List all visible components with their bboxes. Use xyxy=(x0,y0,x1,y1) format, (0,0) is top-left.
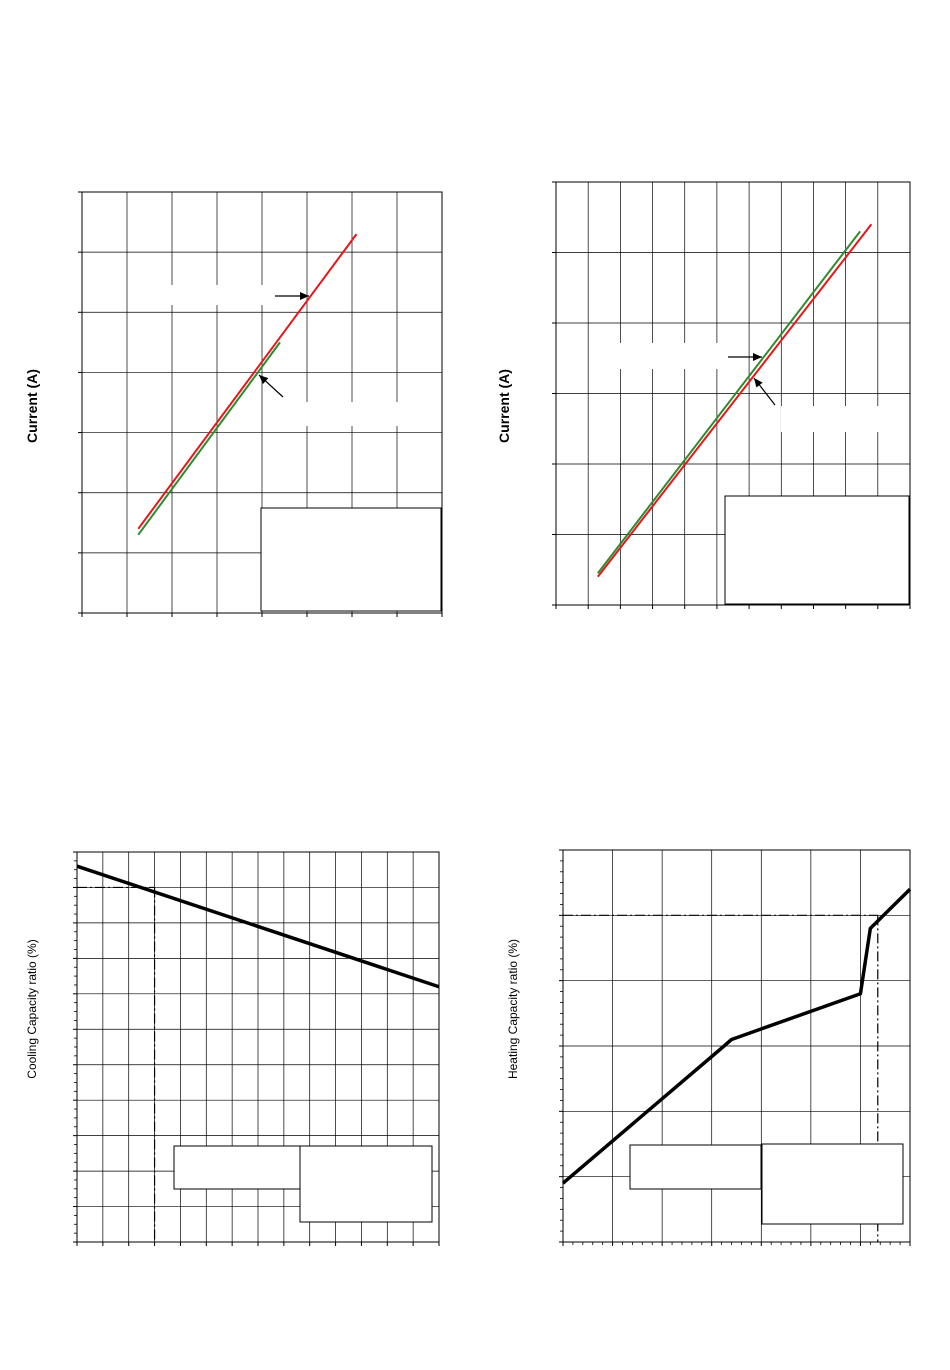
annotation-arrow-head xyxy=(754,378,763,388)
plot-area-frame xyxy=(562,849,911,1243)
cooling-capacity-chart xyxy=(73,851,440,1246)
annotation-arrow-head xyxy=(259,375,269,385)
plot-area-frame xyxy=(81,191,443,614)
annotation-arrow-head xyxy=(300,292,309,300)
legend-box xyxy=(260,507,442,612)
annotation-arrow-head xyxy=(753,353,762,361)
label-gap xyxy=(618,343,718,369)
legend-box xyxy=(761,1143,904,1225)
series-line-1 xyxy=(137,233,358,530)
series-line-1 xyxy=(76,864,440,989)
plot-area-frame xyxy=(76,851,440,1243)
label-gap xyxy=(283,402,403,426)
label-gap xyxy=(170,285,265,305)
heating-capacity-chart xyxy=(559,849,912,1246)
series-line-2 xyxy=(137,341,281,536)
legend-box xyxy=(629,1144,762,1190)
legend-box xyxy=(173,1145,301,1190)
legend-box xyxy=(299,1145,433,1223)
label-gap xyxy=(781,406,881,432)
series-line-1 xyxy=(561,887,912,1185)
series-line-2 xyxy=(597,230,861,574)
current-right-chart xyxy=(552,181,911,609)
plot-area-frame xyxy=(555,181,911,606)
series-line-1 xyxy=(597,223,873,578)
legend-box xyxy=(724,495,910,605)
current-left-chart xyxy=(78,191,443,617)
